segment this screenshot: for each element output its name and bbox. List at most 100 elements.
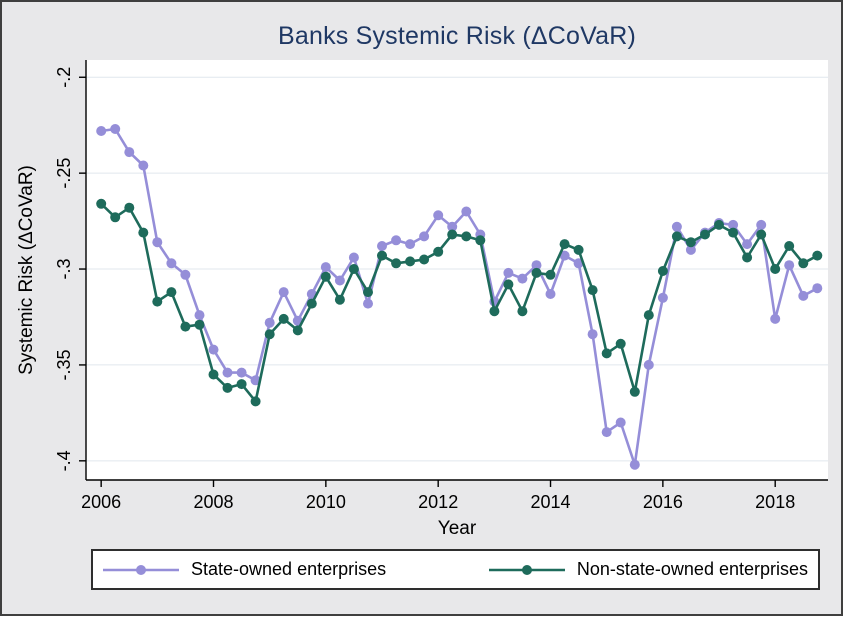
data-point (517, 306, 528, 317)
data-point (377, 250, 387, 261)
data-point (166, 258, 177, 269)
legend-marker-sample (136, 564, 146, 575)
x-axis-title: Year (438, 518, 477, 539)
data-point (629, 386, 640, 397)
data-point (489, 306, 500, 317)
y-tick-label: -.25 (54, 158, 74, 189)
data-point (503, 267, 514, 278)
legend-item-state-owned: State-owned enterprises (103, 559, 386, 580)
data-point (573, 244, 584, 255)
x-tick-label: 2006 (81, 492, 121, 512)
data-point (685, 237, 696, 248)
data-point (447, 229, 458, 240)
data-point (545, 289, 556, 299)
y-tick-label: -.2 (54, 67, 74, 88)
data-point (517, 273, 528, 284)
data-point (587, 285, 598, 296)
data-point (194, 310, 205, 321)
data-point (433, 210, 444, 221)
data-point (152, 296, 163, 307)
data-point (278, 313, 289, 324)
x-tick-label: 2014 (530, 492, 570, 512)
data-point (208, 344, 219, 355)
non-state-owned-line-marker-swatch (488, 564, 565, 575)
data-point (587, 329, 598, 340)
data-point (770, 313, 781, 324)
data-point (700, 229, 710, 240)
data-point (601, 348, 612, 359)
data-point (728, 227, 739, 238)
data-point (559, 239, 570, 250)
x-tick-label: 2010 (306, 492, 346, 512)
data-point (110, 212, 121, 223)
data-point (152, 237, 163, 248)
chart-title: Banks Systemic Risk (ΔCoVaR) (277, 22, 637, 50)
data-point (531, 260, 542, 271)
data-point (812, 283, 823, 294)
data-point (784, 260, 795, 271)
data-point (798, 290, 809, 301)
y-axis-title: Systemic Risk (ΔCoVaR) (16, 165, 37, 375)
data-point (461, 206, 472, 217)
data-point (559, 250, 570, 261)
legend-label-non-state-owned: Non-state-owned enterprises (576, 559, 808, 579)
data-point (236, 379, 247, 390)
data-point (545, 269, 556, 280)
data-point (363, 298, 373, 309)
data-point (138, 160, 149, 171)
data-point (166, 287, 177, 298)
data-point (475, 235, 486, 246)
data-point (363, 287, 373, 298)
data-point (391, 258, 402, 269)
data-point (770, 264, 781, 274)
data-point (784, 241, 795, 251)
data-point (222, 367, 233, 378)
data-point (264, 329, 275, 340)
data-point (419, 254, 430, 265)
data-point (334, 294, 345, 305)
state-owned-line-marker-swatch (103, 564, 179, 575)
y-tick-label: -.35 (54, 349, 74, 380)
data-point (461, 231, 472, 242)
x-tick-label: 2018 (755, 492, 795, 512)
data-point (264, 317, 275, 328)
data-point (531, 267, 542, 278)
data-point (419, 231, 430, 242)
x-tick-label: 2008 (193, 492, 233, 512)
data-point (812, 250, 823, 261)
data-point (208, 369, 219, 380)
data-point (320, 262, 331, 273)
data-point (306, 298, 317, 309)
data-point (391, 235, 402, 246)
data-point (334, 275, 345, 286)
data-point (671, 231, 682, 242)
data-point (433, 246, 444, 257)
data-point (180, 269, 191, 280)
data-point (714, 219, 724, 230)
data-point (601, 427, 612, 438)
data-point (643, 359, 654, 370)
data-point (348, 264, 359, 274)
data-point (222, 382, 233, 393)
legend-marker-sample (521, 564, 532, 575)
data-point (657, 292, 668, 303)
x-tick-label: 2012 (418, 492, 458, 512)
series-line-0 (101, 127, 818, 467)
data-point (756, 219, 767, 230)
data-point (124, 202, 135, 213)
x-tick-label: 2016 (643, 492, 683, 512)
y-tick-label: -.4 (54, 450, 74, 471)
data-point (278, 287, 289, 298)
data-point (405, 256, 416, 267)
data-point (138, 227, 149, 238)
data-point (615, 338, 626, 349)
data-point (320, 271, 331, 282)
data-point (180, 321, 191, 332)
legend-label-state-owned: State-owned enterprises (191, 559, 387, 579)
y-tick-label: -.3 (54, 259, 74, 280)
data-point (96, 126, 107, 136)
data-point (629, 459, 640, 470)
data-point (742, 239, 753, 250)
data-point (250, 375, 261, 386)
